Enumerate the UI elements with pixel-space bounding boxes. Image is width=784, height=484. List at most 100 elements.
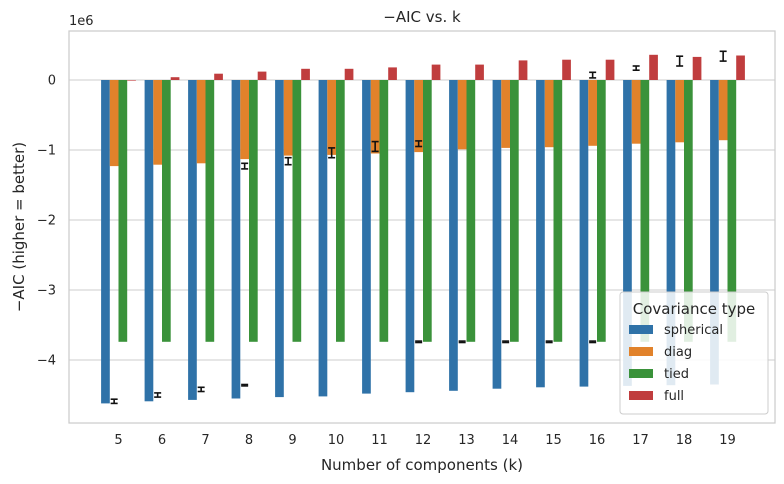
bar-diag — [109, 80, 119, 167]
bar-diag — [196, 80, 206, 164]
bar-spherical — [101, 80, 110, 404]
x-tick-label: 10 — [328, 433, 345, 448]
bar-tied — [336, 80, 345, 342]
bar-tied — [466, 80, 476, 342]
y-axis-title: −AIC (higher = better) — [10, 142, 28, 312]
x-tick-label: 5 — [114, 433, 122, 448]
bar-full — [257, 71, 267, 80]
x-axis-title: Number of components (k) — [321, 456, 523, 474]
bar-full — [170, 77, 180, 80]
bar-tied — [249, 80, 258, 342]
bar-tied — [553, 80, 563, 342]
bar-full — [214, 73, 223, 80]
bar-diag — [631, 80, 641, 144]
legend-swatch-spherical — [629, 325, 653, 334]
y-tick-label: −2 — [37, 214, 56, 229]
bar-full — [344, 68, 354, 80]
bar-spherical — [144, 80, 154, 402]
bar-tied — [510, 80, 519, 342]
bars — [101, 54, 745, 404]
bar-spherical — [623, 80, 632, 386]
legend-label-tied: tied — [664, 367, 689, 382]
legend-title: Covariance type — [633, 300, 756, 318]
bar-tied — [292, 80, 302, 342]
x-tick-label: 13 — [458, 433, 475, 448]
x-tick-label: 9 — [288, 433, 296, 448]
bar-full — [475, 64, 484, 80]
bar-tied — [640, 80, 650, 342]
bar-spherical — [579, 80, 589, 387]
bar-full — [605, 59, 615, 80]
x-tick-label: 8 — [245, 433, 253, 448]
legend-label-spherical: spherical — [664, 323, 723, 338]
bar-tied — [118, 80, 128, 342]
legend-label-full: full — [664, 389, 684, 404]
bar-diag — [283, 80, 293, 156]
y-tick-label: −4 — [37, 354, 56, 369]
bar-spherical — [449, 80, 458, 391]
bar-full — [431, 64, 441, 80]
y-tick-label: −3 — [37, 284, 56, 299]
x-tick-label: 7 — [201, 433, 209, 448]
bar-spherical — [666, 80, 676, 386]
bar-tied — [684, 80, 693, 342]
bar-tied — [379, 80, 389, 342]
bar-spherical — [492, 80, 502, 389]
bar-tied — [162, 80, 171, 342]
bar-spherical — [536, 80, 545, 388]
bar-diag — [588, 80, 597, 146]
x-tick-label: 15 — [545, 433, 562, 448]
x-tick-label: 18 — [676, 433, 693, 448]
bar-full — [301, 68, 310, 80]
x-tick-label: 17 — [632, 433, 649, 448]
legend-box — [619, 291, 769, 415]
bar-tied — [597, 80, 606, 342]
bar-diag — [370, 80, 380, 154]
bar-full — [736, 55, 745, 80]
chart-title: −AIC vs. k — [383, 8, 461, 26]
bar-full — [562, 59, 571, 80]
bar-full — [518, 60, 528, 80]
bar-spherical — [188, 80, 197, 400]
bar-diag — [457, 80, 467, 150]
y-scale-label: 1e6 — [69, 14, 94, 29]
bar-full — [692, 56, 702, 80]
bar-diag — [718, 80, 728, 141]
legend-label-diag: diag — [664, 345, 692, 360]
bar-full — [388, 67, 397, 80]
bar-spherical — [318, 80, 328, 397]
bar-tied — [727, 80, 737, 342]
bar-spherical — [231, 80, 241, 399]
plot-frame — [68, 30, 776, 424]
legend-swatch-diag — [629, 347, 653, 356]
y-tick-label: 0 — [48, 74, 56, 89]
bar-diag — [414, 80, 423, 153]
x-tick-label: 14 — [502, 433, 519, 448]
x-tick-label: 12 — [415, 433, 432, 448]
bar-tied — [423, 80, 432, 342]
x-tick-label: 6 — [158, 433, 166, 448]
bar-full — [127, 80, 136, 81]
bar-diag — [240, 80, 249, 160]
bar-spherical — [275, 80, 284, 398]
bar-diag — [544, 80, 554, 148]
bar-diag — [153, 80, 162, 165]
legend: Covariance type spherical diag tied full — [619, 291, 769, 415]
legend-swatch-tied — [629, 369, 653, 378]
bar-tied — [205, 80, 215, 342]
bar-spherical — [710, 80, 719, 385]
bar-diag — [675, 80, 684, 143]
x-tick-label: 19 — [719, 433, 736, 448]
bar-diag — [501, 80, 510, 148]
bar-spherical — [362, 80, 371, 394]
bar-diag — [327, 80, 336, 155]
tick-labels: 0 −1 −2 −3 −4 5 6 7 8 9 10 11 12 13 14 15 16 17 18 19 — [37, 74, 736, 449]
error-bars — [110, 50, 727, 405]
x-tick-label: 16 — [589, 433, 606, 448]
x-tick-label: 11 — [371, 433, 388, 448]
bar-spherical — [405, 80, 415, 393]
bar-full — [649, 54, 658, 80]
legend-swatch-full — [629, 391, 653, 400]
y-tick-label: −1 — [37, 144, 56, 159]
